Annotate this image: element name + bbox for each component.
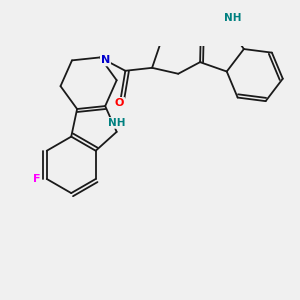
- Text: N: N: [101, 56, 110, 65]
- Text: NH: NH: [224, 13, 241, 22]
- Text: O: O: [115, 98, 124, 108]
- Text: NH: NH: [108, 118, 125, 128]
- Text: F: F: [33, 174, 40, 184]
